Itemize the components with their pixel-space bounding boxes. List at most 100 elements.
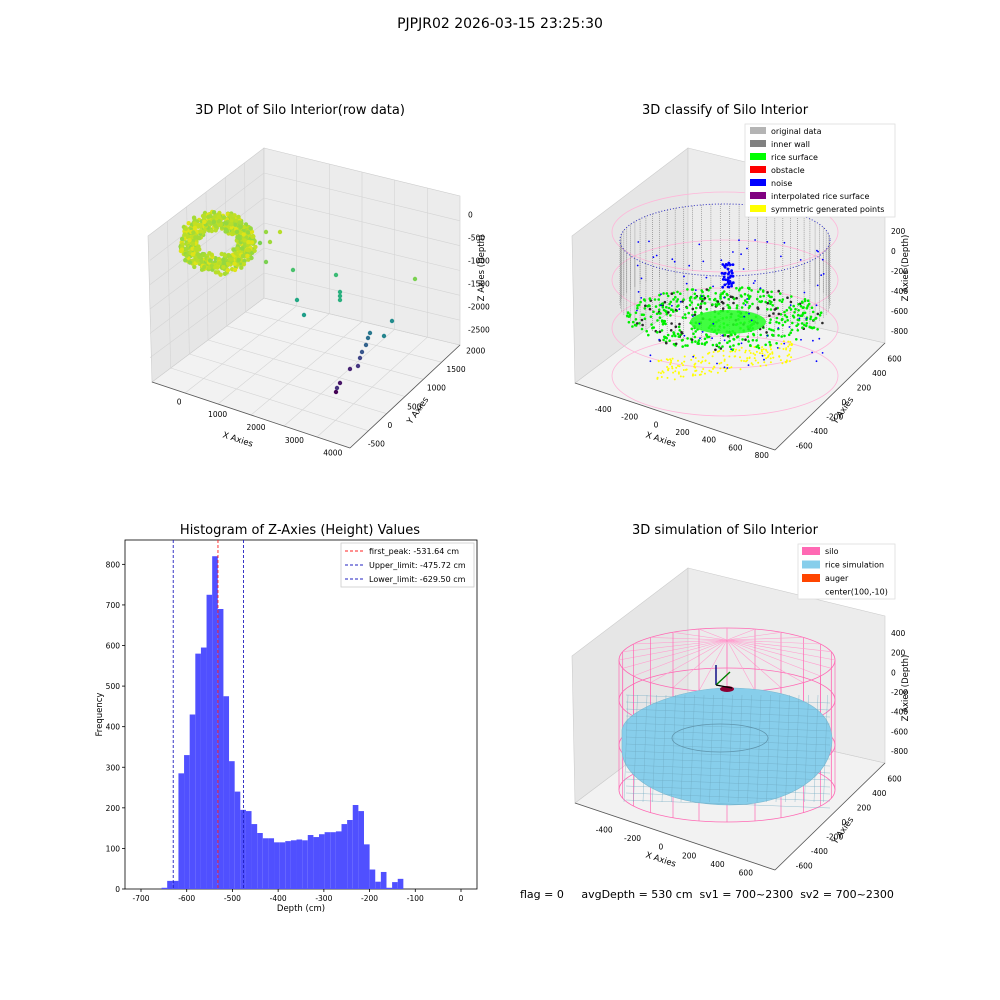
symmetric-point	[718, 350, 721, 352]
histogram-bar	[307, 835, 314, 889]
data-point	[239, 265, 244, 270]
x-tick-label: 400	[702, 436, 717, 445]
rice-surface-point	[679, 292, 682, 296]
data-point	[381, 333, 387, 339]
legend-label: Lower_limit: -629.50 cm	[369, 575, 466, 584]
symmetric-point	[697, 360, 700, 363]
data-point	[213, 228, 218, 233]
data-point	[213, 265, 218, 270]
noise-point	[740, 342, 743, 345]
noise-point	[731, 274, 735, 278]
noise-point	[812, 339, 814, 342]
rice-surface-point	[648, 307, 652, 311]
rice-surface-point	[657, 308, 661, 312]
noise-point	[789, 304, 792, 306]
rice-surface-point	[714, 348, 717, 352]
rice-surface-point	[769, 318, 772, 321]
x-tick-label: 0	[177, 397, 182, 406]
noise-point	[746, 298, 748, 300]
legend-swatch	[750, 153, 766, 160]
rice-surface-point	[665, 305, 668, 309]
noise-point	[726, 263, 729, 267]
histogram-bar	[302, 840, 308, 889]
rice-surface-point	[674, 342, 678, 346]
legend-swatch	[750, 179, 766, 186]
rice-surface-point	[803, 311, 807, 315]
rice-surface-point	[768, 314, 771, 318]
y-tick-label: 400	[106, 723, 121, 732]
rice-surface-point	[768, 327, 771, 331]
rice-surface-point	[783, 310, 786, 314]
legend-label: symmetric generated points	[771, 205, 884, 214]
rice-surface-point	[650, 323, 653, 326]
rice-surface-point	[746, 286, 750, 290]
rice-surface-point	[775, 320, 778, 324]
rice-surface-point	[799, 304, 803, 308]
rice-surface-point	[717, 345, 721, 349]
noise-point	[712, 285, 714, 288]
rice-surface-point	[721, 291, 724, 295]
data-point	[227, 257, 233, 262]
symmetric-point	[694, 374, 697, 377]
data-point	[190, 241, 196, 246]
data-point	[263, 229, 269, 235]
noise-point	[820, 274, 823, 277]
rice-surface-point	[718, 341, 721, 345]
rice-surface-point	[785, 309, 789, 312]
rice-surface-point	[645, 329, 648, 333]
rice-surface-point	[674, 295, 677, 299]
data-point	[184, 253, 189, 258]
mesh-line	[690, 694, 695, 803]
rice-surface-point	[818, 313, 822, 317]
symmetric-point	[682, 375, 685, 378]
symmetric-point	[779, 359, 782, 362]
grid-line	[263, 272, 461, 321]
x-tick-label: 4000	[323, 449, 342, 458]
rice-surface-point	[686, 337, 689, 340]
data-point	[179, 236, 185, 242]
legend-swatch	[750, 205, 766, 212]
rice-surface-point	[694, 330, 697, 333]
noise-point	[731, 281, 735, 285]
rice-surface-point	[719, 297, 722, 300]
data-point	[201, 253, 206, 258]
silo-roof-line	[698, 628, 728, 641]
data-point	[195, 246, 201, 252]
symmetric-point	[730, 366, 733, 369]
rice-surface-point	[670, 292, 674, 296]
rice-simulation-body	[621, 687, 833, 806]
data-point	[249, 229, 255, 235]
symmetric-point	[782, 340, 785, 343]
symmetric-point	[680, 362, 683, 365]
rice-surface-point	[730, 333, 733, 337]
rice-surface-core	[690, 310, 766, 334]
rice-surface-point	[721, 345, 724, 348]
panel1-title: 3D Plot of Silo Interior(row data)	[195, 103, 405, 118]
mesh-line	[625, 792, 831, 802]
rice-surface-point	[713, 298, 716, 302]
rice-surface-point	[674, 308, 678, 312]
rice-surface-point	[634, 318, 638, 321]
rice-surface-point	[697, 342, 700, 346]
rice-surface-point	[786, 319, 789, 322]
rice-surface-point	[690, 340, 694, 344]
symmetric-point	[710, 370, 713, 373]
symmetric-point	[757, 361, 760, 364]
data-point	[252, 248, 257, 253]
rice-surface-point	[719, 295, 722, 298]
symmetric-point	[744, 351, 747, 354]
y-tick-label: -200	[826, 833, 843, 842]
rice-surface-point	[781, 298, 785, 301]
x-tick-label: 600	[728, 443, 743, 452]
noise-point	[692, 315, 694, 317]
z-tick-label: 400	[891, 629, 906, 638]
rice-surface-point	[705, 307, 709, 311]
data-point	[225, 268, 230, 273]
mesh-line	[775, 694, 781, 803]
rice-surface-point	[732, 337, 735, 341]
rice-surface-point	[670, 322, 673, 325]
rice-surface-point	[688, 299, 692, 302]
symmetric-point	[769, 361, 772, 364]
histogram-bar	[229, 761, 235, 889]
